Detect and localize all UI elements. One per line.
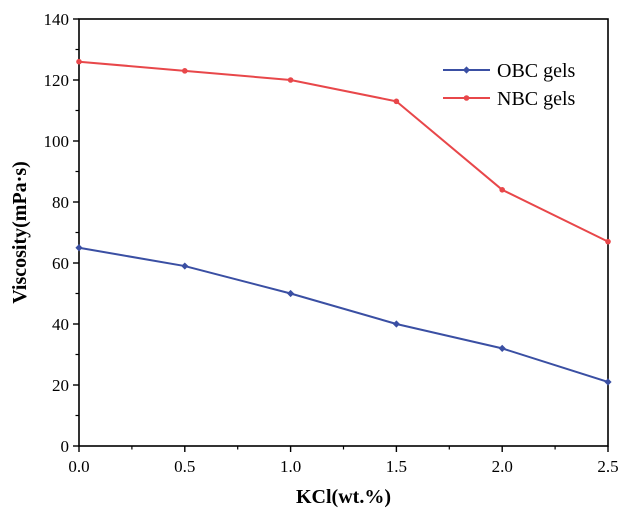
legend-label-nbc-gels: NBC gels [497, 88, 576, 110]
data-point-obc-gels [181, 262, 189, 270]
legend-marker-obc-gels [462, 66, 471, 74]
data-point-obc-gels [498, 344, 506, 352]
x-tick-label: 1.0 [280, 457, 301, 476]
data-point-obc-gels [287, 289, 295, 298]
y-tick-label: 40 [52, 315, 69, 334]
series-line-nbc-gels [78, 60, 609, 243]
y-axis-title: Viscosity(mPa·s) [9, 161, 31, 304]
series-layer [75, 58, 612, 386]
data-point-obc-gels [392, 320, 400, 328]
y-tick-label: 20 [52, 376, 69, 395]
data-point-nbc-gels [605, 238, 611, 245]
data-point-nbc-gels [499, 187, 506, 193]
data-point-nbc-gels [76, 58, 82, 65]
y-tick-label: 60 [52, 254, 69, 273]
x-tick-label: 2.5 [597, 457, 618, 476]
y-tick-label: 140 [44, 10, 70, 29]
y-tick-label: 100 [44, 132, 70, 151]
legend-marker-nbc-gels [463, 95, 470, 101]
x-tick-label: 1.5 [386, 457, 407, 476]
x-tick-label: 0.0 [68, 457, 89, 476]
axes-layer: 0.0 0.5 1.0 1.5 2.0 2.5 0 20 40 60 80 100 120 140 [44, 10, 619, 476]
legend-label-obc-gels: OBC gels [497, 60, 576, 82]
x-axis-title: KCl(wt.%) [296, 486, 391, 508]
x-tick-label: 2.0 [492, 457, 513, 476]
data-point-obc-gels [604, 378, 612, 386]
y-tick-label: 80 [52, 193, 69, 212]
x-tick-label: 0.5 [174, 457, 195, 476]
data-point-nbc-gels [393, 98, 400, 105]
y-tick-label: 0 [61, 437, 70, 456]
data-point-obc-gels [75, 244, 83, 252]
data-point-nbc-gels [287, 77, 294, 83]
series-line-obc-gels [78, 246, 609, 383]
y-tick-label: 120 [44, 71, 70, 90]
data-point-nbc-gels [182, 68, 188, 74]
legend: OBC gels NBC gels [443, 60, 576, 110]
